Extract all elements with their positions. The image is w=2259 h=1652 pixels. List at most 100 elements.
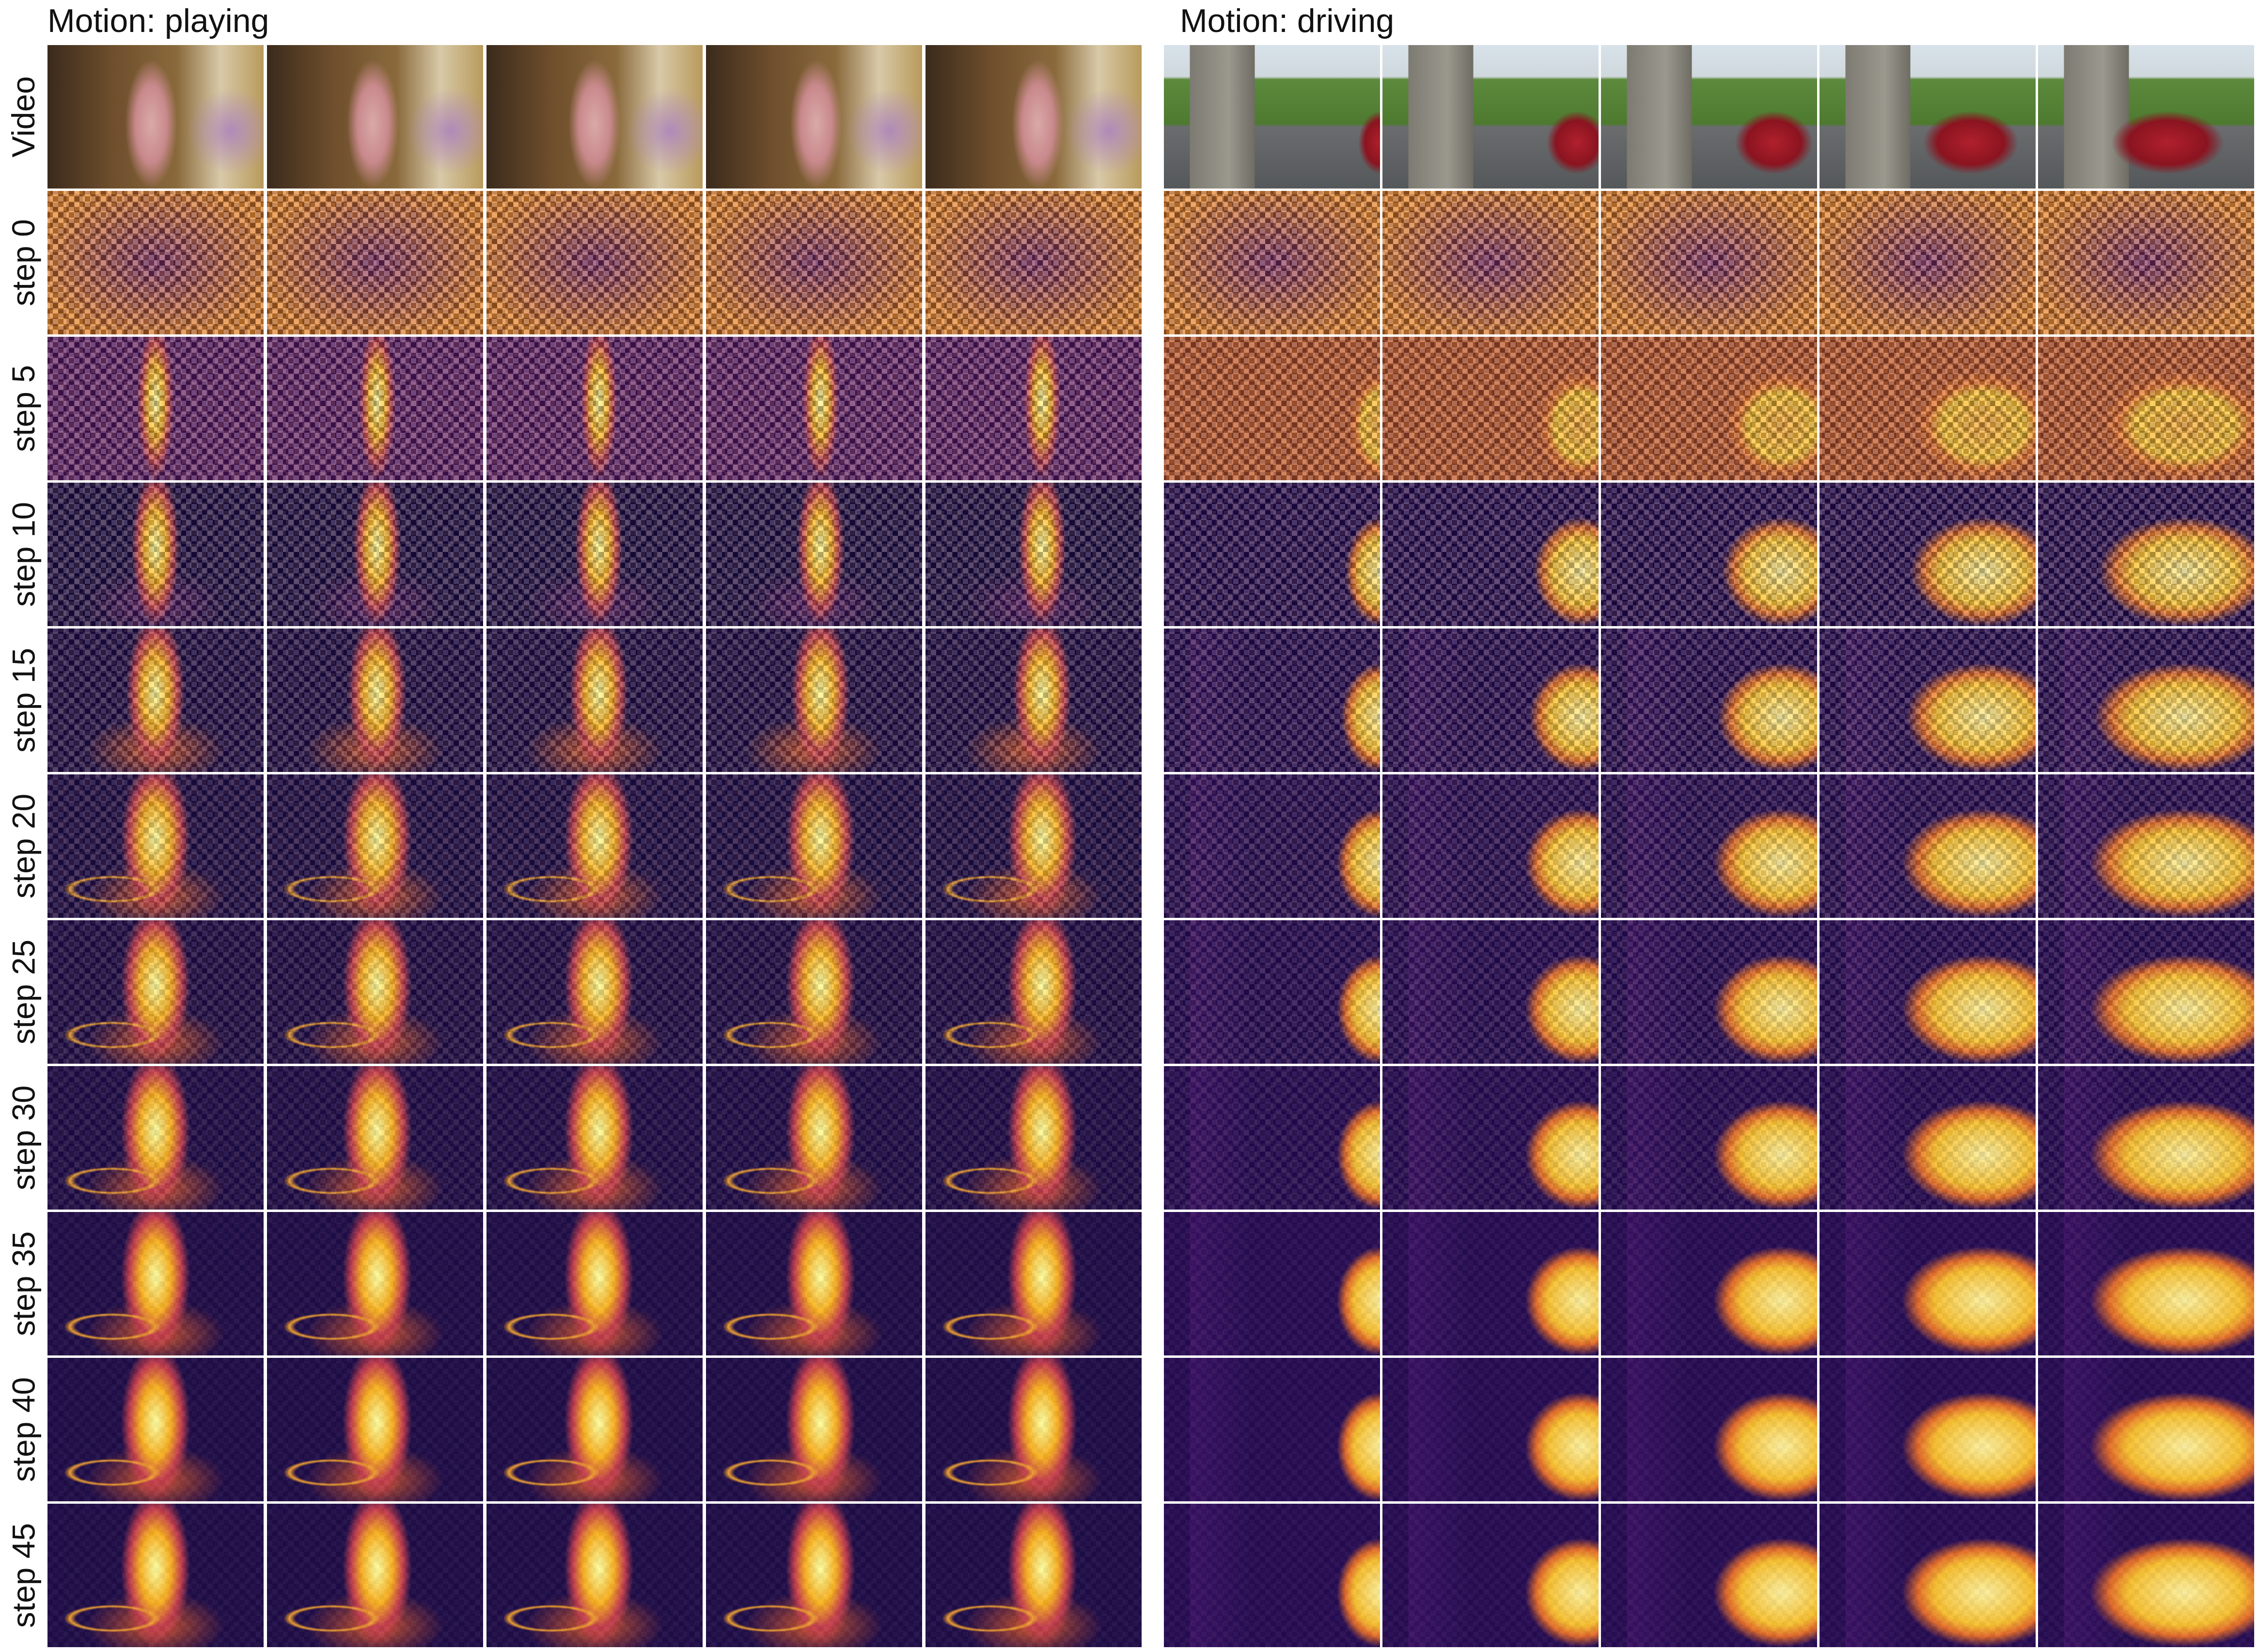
row-label-text: step 5 xyxy=(5,365,42,452)
attention-map xyxy=(267,1358,483,1501)
attention-map xyxy=(267,774,483,918)
attention-map xyxy=(706,1066,922,1210)
attention-map xyxy=(1601,1504,1817,1647)
attention-map xyxy=(926,1504,1142,1647)
attention-map xyxy=(267,1066,483,1210)
attention-map xyxy=(1164,1066,1380,1210)
attention-map xyxy=(47,337,264,480)
attention-map xyxy=(1601,337,1817,480)
attention-map xyxy=(486,1212,703,1355)
attention-map xyxy=(47,629,264,772)
attention-map xyxy=(1820,1212,2036,1355)
row-label-text: step 30 xyxy=(5,1085,41,1191)
row-label: step 15 xyxy=(0,629,47,772)
attention-map xyxy=(926,483,1142,626)
row-label: step 35 xyxy=(0,1212,47,1355)
attention-map xyxy=(267,483,483,626)
attention-map xyxy=(1382,1358,1599,1501)
attention-map xyxy=(1164,1504,1380,1647)
attention-map xyxy=(1820,1066,2036,1210)
attention-map xyxy=(486,191,703,334)
attention-map xyxy=(1164,191,1380,334)
attention-map xyxy=(706,1504,922,1647)
attention-map xyxy=(47,1066,264,1210)
attention-map xyxy=(47,1504,264,1647)
attention-map xyxy=(1820,337,2036,480)
attention-map xyxy=(1820,1358,2036,1501)
attention-map xyxy=(1382,1212,1599,1355)
attention-map xyxy=(267,629,483,772)
attention-map xyxy=(1601,1066,1817,1210)
attention-map xyxy=(2038,1358,2254,1501)
row-label: step 30 xyxy=(0,1066,47,1210)
row-label-text: step 0 xyxy=(5,219,42,306)
row-label: step 45 xyxy=(0,1504,47,1647)
attention-map xyxy=(1164,1358,1380,1501)
attention-map xyxy=(1382,337,1599,480)
video-frame xyxy=(2038,45,2254,189)
row-label: step 0 xyxy=(0,191,47,334)
panel-title: Motion: driving xyxy=(1180,2,1395,39)
attention-map xyxy=(2038,629,2254,772)
attention-map xyxy=(1382,774,1599,918)
attention-map xyxy=(267,1212,483,1355)
attention-map xyxy=(267,920,483,1064)
attention-map xyxy=(1820,920,2036,1064)
attention-map xyxy=(926,191,1142,334)
attention-map xyxy=(47,191,264,334)
row-label-text: step 15 xyxy=(5,647,41,753)
attention-map xyxy=(1382,920,1599,1064)
attention-map xyxy=(1820,774,2036,918)
video-frame xyxy=(486,45,703,189)
video-frame xyxy=(267,45,483,189)
attention-map xyxy=(47,920,264,1064)
video-frame xyxy=(47,45,264,189)
attention-map xyxy=(486,629,703,772)
attention-map xyxy=(706,920,922,1064)
attention-map xyxy=(486,1066,703,1210)
video-frame xyxy=(1601,45,1817,189)
attention-map xyxy=(1820,483,2036,626)
attention-map xyxy=(1601,1212,1817,1355)
attention-map xyxy=(2038,920,2254,1064)
row-label-text: step 20 xyxy=(5,793,41,899)
attention-map xyxy=(2038,1212,2254,1355)
attention-map xyxy=(706,629,922,772)
attention-map xyxy=(47,774,264,918)
attention-map xyxy=(926,774,1142,918)
attention-map xyxy=(706,191,922,334)
attention-map xyxy=(1820,629,2036,772)
attention-map xyxy=(1601,629,1817,772)
row-label-text: Video xyxy=(5,76,41,157)
video-frame xyxy=(1164,45,1380,189)
attention-map xyxy=(47,1212,264,1355)
row-label: step 10 xyxy=(0,483,47,626)
attention-map xyxy=(267,337,483,480)
video-frame xyxy=(706,45,922,189)
attention-map xyxy=(486,483,703,626)
row-label-text: step 25 xyxy=(5,939,41,1045)
attention-map xyxy=(1382,1504,1599,1647)
attention-map xyxy=(926,337,1142,480)
attention-map xyxy=(706,774,922,918)
row-label-text: step 45 xyxy=(5,1523,41,1628)
row-label-text: step 40 xyxy=(5,1377,41,1482)
attention-map xyxy=(926,1066,1142,1210)
attention-map xyxy=(486,774,703,918)
attention-map xyxy=(1601,1358,1817,1501)
attention-map xyxy=(926,920,1142,1064)
panel-title: Motion: playing xyxy=(47,2,269,39)
attention-map xyxy=(1164,1212,1380,1355)
attention-map xyxy=(1164,920,1380,1064)
attention-map xyxy=(1601,920,1817,1064)
attention-map xyxy=(706,337,922,480)
attention-map xyxy=(2038,1504,2254,1647)
attention-map xyxy=(486,337,703,480)
attention-map xyxy=(47,1358,264,1501)
attention-map xyxy=(267,191,483,334)
attention-map xyxy=(486,1504,703,1647)
attention-map xyxy=(706,483,922,626)
attention-map xyxy=(486,920,703,1064)
attention-map xyxy=(1382,483,1599,626)
